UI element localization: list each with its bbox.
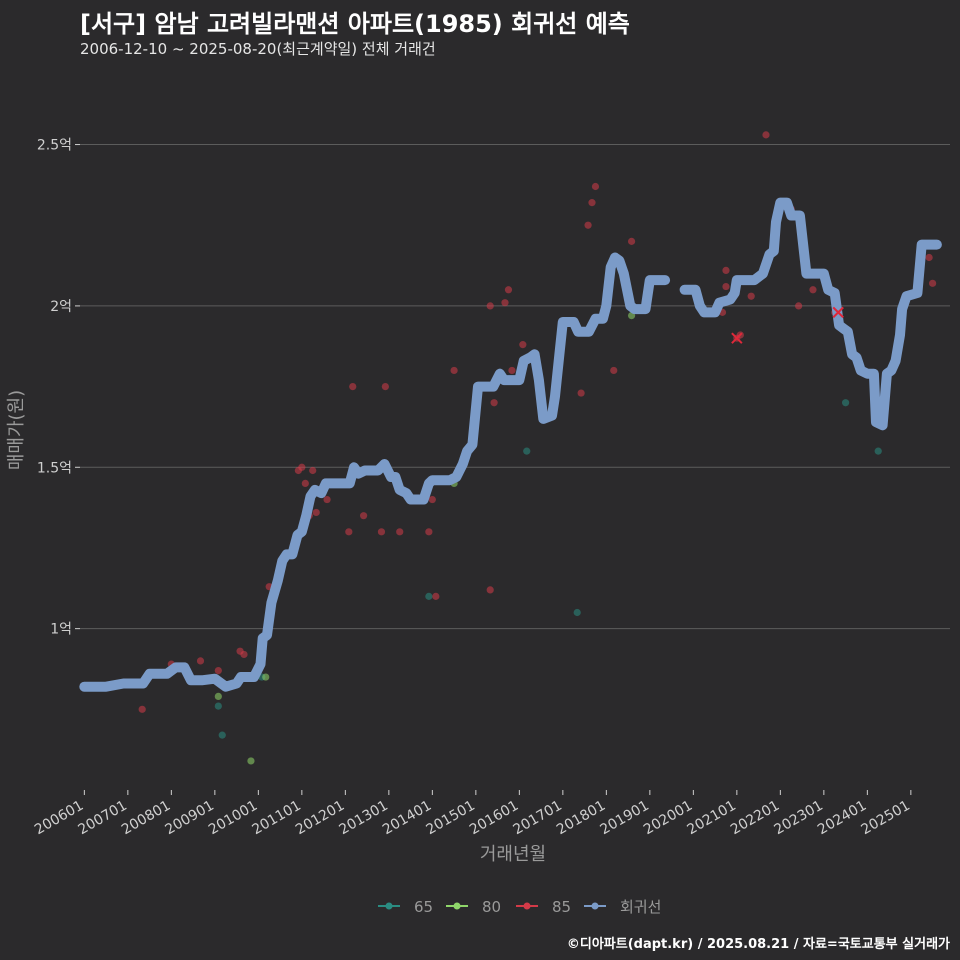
x-tick-label: 200701 [76,798,130,839]
x-tick-label: 201701 [511,798,565,839]
scatter-point-85 [584,221,592,229]
scatter-point-65 [874,447,882,455]
x-tick-label: 201401 [380,798,434,839]
scatter-point-85 [425,528,433,536]
y-tick-label: 1억 [50,622,72,638]
chart-subtitle: 2006-12-10 ~ 2025-08-20(최근계약일) 전체 거래건 [80,40,436,58]
trend-line [79,252,671,692]
scatter-point-85 [309,466,317,475]
x-marker [832,306,844,319]
scatter-point-85 [722,266,730,275]
scatter-point-85 [490,399,498,407]
scatter-point-85 [450,366,458,375]
scatter-point-85 [377,528,386,536]
scatter-point-85 [301,479,309,488]
scatter-point-85 [298,463,306,471]
x-marker [731,332,743,344]
scatter-point-85 [929,279,937,287]
x-tick-label: 202101 [685,798,739,839]
scatter-point-85 [214,666,222,675]
y-tick-label: 1.5억 [37,460,72,476]
scatter-point-85 [360,512,368,520]
scatter-point-85 [762,131,770,139]
legend-label-s85: 85 [552,898,571,916]
scatter-point-65 [425,592,433,600]
scatter-point-65 [842,399,850,407]
scatter-point-85 [519,341,527,349]
x-tick-label: 200601 [32,798,86,839]
x-tick-label: 200901 [163,798,217,839]
scatter-point-80 [214,692,222,701]
y-axis-title: 매매가(원) [6,390,27,470]
scatter-point-85 [345,528,353,536]
scatter-point-85 [138,705,146,713]
x-tick-label: 201001 [206,798,260,839]
x-tick-label: 200801 [119,798,173,839]
legend-label-trend: 회귀선 [620,898,661,916]
scatter-point-85 [396,528,404,536]
scatter-point-85 [349,382,357,391]
source-caption: ©디아파트(dapt.kr) / 2025.08.21 / 자료=국토교통부 실… [566,937,950,952]
y-tick-label: 2.5억 [37,138,72,154]
x-tick-label: 201501 [424,798,478,839]
legend-dot-trend [591,902,599,910]
x-tick-label: 201601 [467,798,521,839]
scatter-point-85 [323,495,331,504]
scatter-point-85 [504,286,513,294]
x-tick-label: 202401 [815,798,869,839]
scatter-point-85 [610,366,618,375]
scatter-point-85 [432,592,440,600]
scatter-point-85 [486,302,494,310]
scatter-point-85 [577,389,585,397]
scatter-point-85 [486,586,494,594]
x-tick-label: 202201 [728,798,782,839]
scatter-point-85 [501,299,509,307]
scatter-point-85 [795,302,803,310]
scatter-point-85 [240,650,248,659]
scatter-point-80 [262,673,270,681]
scatter-point-85 [627,237,636,245]
x-tick-label: 201101 [250,798,304,839]
legend-label-s65: 65 [414,898,433,916]
legend-dot-s80 [453,902,461,910]
y-tick-label: 2억 [50,299,72,315]
x-tick-label: 201201 [293,798,347,839]
x-tick-label: 201901 [598,798,652,839]
scatter-point-85 [508,366,516,375]
scatter-point-85 [925,253,933,262]
x-axis-title: 거래년월 [480,844,546,865]
scatter-point-85 [588,199,596,207]
legend: 65 80 85 회귀선 [378,898,661,916]
scatter-point-85 [312,508,320,517]
scatter-point-65 [218,731,226,739]
legend-dot-s65 [385,902,393,910]
scatter-point-85 [381,382,389,391]
scatter-point-85 [747,292,755,300]
x-tick-label: 201301 [337,798,391,839]
x-tick-label: 202001 [641,798,695,839]
scatter-point-85 [591,182,600,191]
legend-dot-s85 [523,902,531,910]
scatter-point-80 [247,757,255,765]
legend-label-s80: 80 [482,898,501,916]
scatter-point-85 [428,495,436,504]
x-tick-label: 202301 [772,798,826,839]
scatter-point-65 [214,702,222,710]
scatter-point-65 [573,608,581,617]
scatter-point-85 [722,282,730,291]
scatter-point-85 [196,657,205,665]
trend-line [679,197,942,431]
scatter-point-85 [809,286,817,294]
chart-title: [서구] 암남 고려빌라맨션 아파트(1985) 회귀선 예측 [80,10,630,38]
x-tick-label: 202501 [859,798,913,839]
scatter-point-65 [523,447,531,455]
x-tick-label: 201801 [554,798,608,839]
